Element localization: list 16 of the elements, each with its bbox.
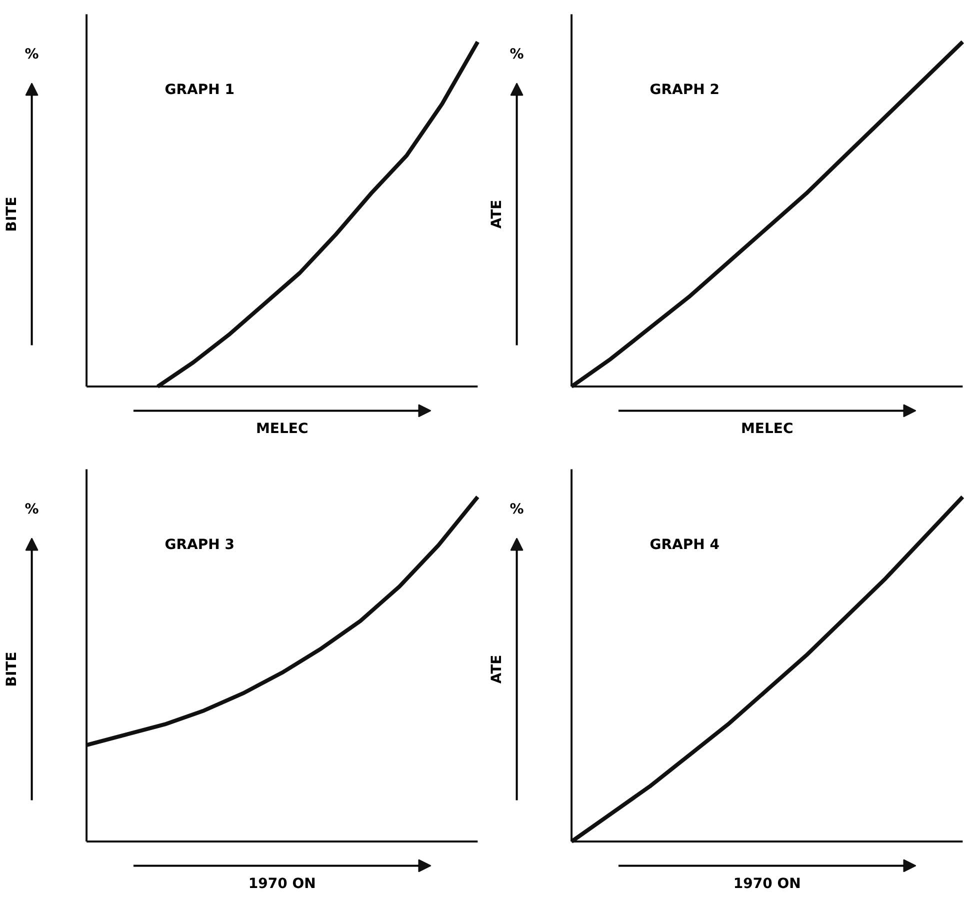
x-axis-title: MELEC [256, 421, 308, 438]
y-axis-title: ATE [489, 200, 506, 229]
text: GRAPH 2 [650, 82, 720, 98]
text: % [510, 46, 524, 63]
text: % [24, 502, 39, 518]
text: GRAPH 3 [164, 537, 234, 554]
x-axis-title: 1970 ON [248, 876, 316, 892]
text: % [510, 502, 524, 518]
text: GRAPH 4 [650, 537, 720, 554]
x-axis-title: MELEC [740, 421, 794, 438]
x-axis-title: 1970 ON [733, 876, 801, 892]
text: GRAPH 1 [164, 82, 234, 98]
y-axis-title: BITE [4, 196, 20, 232]
y-axis-title: BITE [4, 652, 20, 687]
y-axis-title: ATE [489, 654, 506, 684]
text: % [24, 46, 39, 63]
